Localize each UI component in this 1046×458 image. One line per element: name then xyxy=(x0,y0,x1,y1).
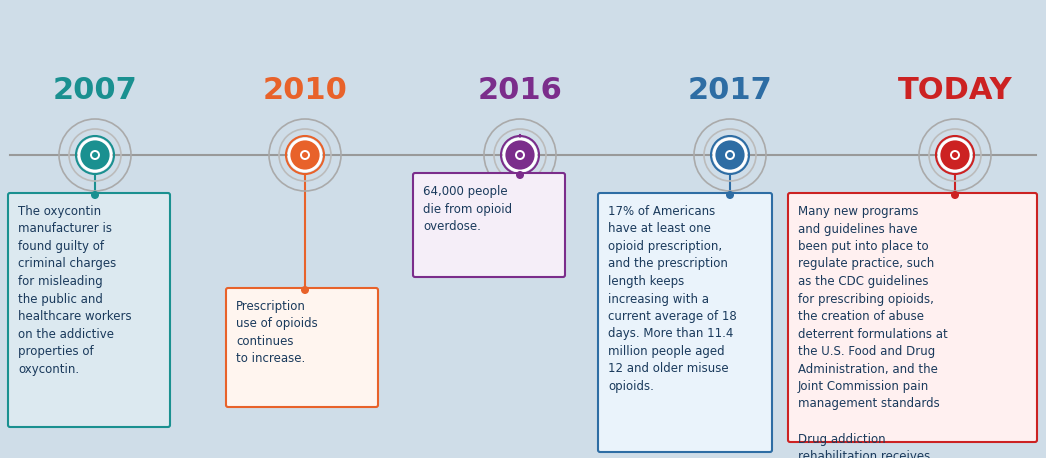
Text: The oxycontin
manufacturer is
found guilty of
criminal charges
for misleading
th: The oxycontin manufacturer is found guil… xyxy=(18,205,132,376)
Ellipse shape xyxy=(504,139,536,171)
Ellipse shape xyxy=(302,152,308,158)
Text: 2017: 2017 xyxy=(687,76,772,105)
Ellipse shape xyxy=(289,139,321,171)
Ellipse shape xyxy=(950,150,960,160)
Text: 2016: 2016 xyxy=(478,76,563,105)
Text: 2007: 2007 xyxy=(52,76,137,105)
Ellipse shape xyxy=(515,150,525,160)
Ellipse shape xyxy=(726,191,734,199)
Text: Many new programs
and guidelines have
been put into place to
regulate practice, : Many new programs and guidelines have be… xyxy=(798,205,948,458)
FancyBboxPatch shape xyxy=(226,288,378,407)
Ellipse shape xyxy=(952,152,958,158)
FancyBboxPatch shape xyxy=(413,173,565,277)
Ellipse shape xyxy=(725,150,735,160)
Ellipse shape xyxy=(300,150,310,160)
Ellipse shape xyxy=(79,139,111,171)
FancyBboxPatch shape xyxy=(788,193,1037,442)
Text: 17% of Americans
have at least one
opioid prescription,
and the prescription
len: 17% of Americans have at least one opioi… xyxy=(608,205,736,393)
Ellipse shape xyxy=(90,150,100,160)
Ellipse shape xyxy=(727,152,733,158)
Ellipse shape xyxy=(516,171,524,179)
Ellipse shape xyxy=(517,152,523,158)
FancyBboxPatch shape xyxy=(598,193,772,452)
Text: Prescription
use of opioids
continues
to increase.: Prescription use of opioids continues to… xyxy=(236,300,318,365)
Ellipse shape xyxy=(714,139,746,171)
Ellipse shape xyxy=(939,139,971,171)
Ellipse shape xyxy=(91,191,99,199)
Ellipse shape xyxy=(951,191,959,199)
Ellipse shape xyxy=(301,286,309,294)
Text: 2010: 2010 xyxy=(263,76,347,105)
FancyBboxPatch shape xyxy=(8,193,170,427)
Ellipse shape xyxy=(92,152,98,158)
Text: 64,000 people
die from opioid
overdose.: 64,000 people die from opioid overdose. xyxy=(423,185,513,233)
Text: TODAY: TODAY xyxy=(897,76,1013,105)
